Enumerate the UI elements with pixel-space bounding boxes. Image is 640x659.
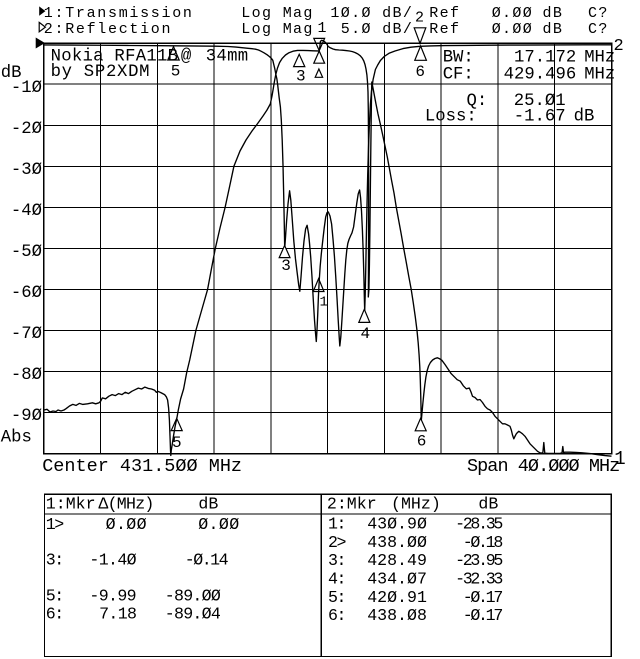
svg-text:5:: 5: xyxy=(46,586,63,605)
svg-text:-Ø.14: -Ø.14 xyxy=(185,551,229,570)
svg-text:-8Ø: -8Ø xyxy=(11,366,42,385)
svg-text:Log Mag: Log Mag xyxy=(241,21,313,38)
svg-text:438.ØØ: 438.ØØ xyxy=(367,533,427,552)
svg-text:-89.ØØ: -89.ØØ xyxy=(165,586,221,605)
svg-text:3: 3 xyxy=(296,67,306,85)
svg-text:5:: 5: xyxy=(328,588,345,607)
svg-text:43Ø.9Ø: 43Ø.9Ø xyxy=(367,515,427,534)
svg-text:Ø.ØØ: Ø.ØØ xyxy=(492,21,533,38)
svg-text:2:Mkr: 2:Mkr xyxy=(327,495,377,514)
svg-text:34mm: 34mm xyxy=(206,48,249,67)
svg-text:1: 1 xyxy=(320,295,328,311)
svg-text:434.Ø7: 434.Ø7 xyxy=(367,570,427,589)
svg-text:2: 2 xyxy=(415,10,424,27)
svg-text:BW:: BW: xyxy=(443,49,474,68)
svg-text:@: @ xyxy=(181,48,192,67)
svg-text:6: 6 xyxy=(415,63,425,81)
svg-text:3:: 3: xyxy=(46,551,63,570)
svg-text:MHz: MHz xyxy=(584,49,615,68)
svg-text:-32.33: -32.33 xyxy=(455,570,502,589)
svg-text:4: 4 xyxy=(361,325,371,343)
svg-text:7.18: 7.18 xyxy=(99,605,136,624)
svg-text:2:Reflection: 2:Reflection xyxy=(44,21,172,38)
svg-text:1: 1 xyxy=(318,20,327,37)
svg-text:Abs: Abs xyxy=(1,428,32,447)
svg-text:-9.99: -9.99 xyxy=(89,586,136,605)
svg-text:-Ø.18: -Ø.18 xyxy=(463,533,503,552)
svg-text:(MHz): (MHz) xyxy=(391,495,441,514)
svg-text:6: 6 xyxy=(417,433,427,451)
svg-text:-9Ø: -9Ø xyxy=(11,407,42,426)
svg-text:-1.67: -1.67 xyxy=(514,108,566,127)
svg-text:-23.95: -23.95 xyxy=(455,551,502,570)
svg-text:by SP2XDM: by SP2XDM xyxy=(51,63,151,82)
svg-text:429.496: 429.496 xyxy=(504,65,577,84)
svg-text:Log Mag: Log Mag xyxy=(241,5,313,22)
svg-text:dB: dB xyxy=(478,495,498,514)
svg-text:42Ø.91: 42Ø.91 xyxy=(367,588,427,607)
svg-text:CF:: CF: xyxy=(443,65,474,84)
svg-text:5: 5 xyxy=(172,434,182,452)
svg-text:5: 5 xyxy=(171,62,181,80)
svg-text:Ref: Ref xyxy=(429,21,460,38)
svg-text:Ref: Ref xyxy=(429,5,460,22)
svg-text:1Ø.Ø dB/: 1Ø.Ø dB/ xyxy=(330,5,413,22)
svg-text:Loss:: Loss: xyxy=(425,108,477,127)
svg-text:1: 1 xyxy=(614,448,625,470)
svg-text:2: 2 xyxy=(614,37,624,56)
svg-text:-5Ø: -5Ø xyxy=(11,243,42,262)
svg-text:4:: 4: xyxy=(328,570,345,589)
svg-text:dB: dB xyxy=(543,21,564,38)
svg-text:6:: 6: xyxy=(46,605,63,624)
svg-text:C?: C? xyxy=(588,21,609,38)
svg-text:-Ø.17: -Ø.17 xyxy=(463,606,503,625)
svg-text:dB: dB xyxy=(198,495,218,514)
svg-text:Center 431.5ØØ MHz: Center 431.5ØØ MHz xyxy=(42,456,242,477)
svg-text:438.Ø8: 438.Ø8 xyxy=(367,606,427,625)
svg-text:-2Ø: -2Ø xyxy=(11,120,42,139)
svg-text:17.172: 17.172 xyxy=(514,49,576,68)
svg-text:3:: 3: xyxy=(328,551,345,570)
svg-text:1:: 1: xyxy=(328,515,345,534)
svg-text:Nokia RFA11B: Nokia RFA11B xyxy=(51,48,179,67)
svg-text:1>: 1> xyxy=(46,515,63,534)
svg-text:Q:: Q: xyxy=(467,92,488,111)
svg-text:dB: dB xyxy=(574,108,595,127)
svg-text:-7Ø: -7Ø xyxy=(11,325,42,344)
svg-text:dB: dB xyxy=(1,64,22,83)
svg-text:428.49: 428.49 xyxy=(367,551,427,570)
svg-text:Δ(MHz): Δ(MHz) xyxy=(98,495,153,514)
svg-text:Ø.ØØ: Ø.ØØ xyxy=(106,515,147,534)
svg-text:-6Ø: -6Ø xyxy=(11,284,42,303)
svg-text:-89.Ø4: -89.Ø4 xyxy=(165,605,221,624)
svg-text:-3Ø: -3Ø xyxy=(11,161,42,180)
svg-text:Span 4Ø.ØØØ MHz: Span 4Ø.ØØØ MHz xyxy=(467,456,619,477)
svg-text:-1.4Ø: -1.4Ø xyxy=(89,551,136,570)
svg-text:-28.35: -28.35 xyxy=(455,515,502,534)
svg-text:-Ø.17: -Ø.17 xyxy=(463,588,503,607)
svg-text:25.Ø1: 25.Ø1 xyxy=(514,92,566,111)
svg-text:3: 3 xyxy=(281,257,291,275)
svg-text:dB: dB xyxy=(543,5,564,22)
svg-text:1:Transmission: 1:Transmission xyxy=(44,5,194,22)
svg-text:Ø.ØØ: Ø.ØØ xyxy=(198,515,239,534)
svg-text:-1Ø: -1Ø xyxy=(11,79,42,98)
svg-text:Ø.ØØ: Ø.ØØ xyxy=(492,5,533,22)
svg-text:-4Ø: -4Ø xyxy=(11,202,42,221)
svg-text:1:Mkr: 1:Mkr xyxy=(46,495,96,514)
svg-text:5.Ø dB/: 5.Ø dB/ xyxy=(341,21,413,38)
svg-text:C?: C? xyxy=(588,5,609,22)
svg-text:MHz: MHz xyxy=(584,65,615,84)
svg-text:6:: 6: xyxy=(328,606,345,625)
svg-text:2>: 2> xyxy=(328,533,345,552)
